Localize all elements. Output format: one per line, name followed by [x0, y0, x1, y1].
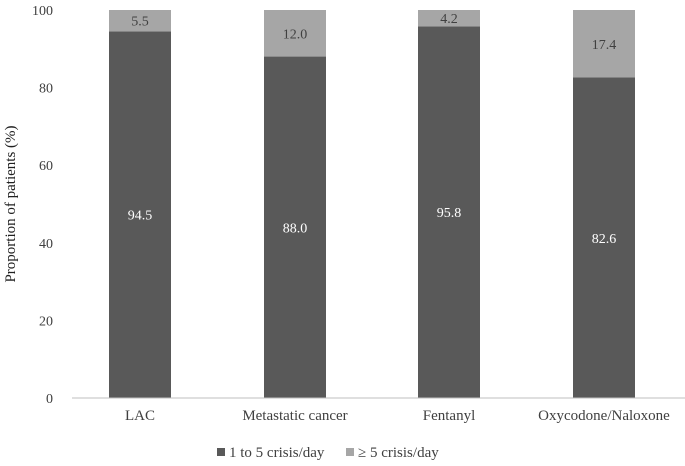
x-axis: LAC Metastatic cancer Fentanyl Oxycodone/Na… [72, 397, 685, 424]
bar-segment-high [418, 10, 480, 27]
y-tick-label: 0 [46, 392, 53, 407]
x-tick-label: Fentanyl [423, 408, 476, 424]
y-axis-label: Proportion of patients (%) [3, 125, 19, 282]
bar-segment-high [109, 10, 171, 32]
x-tick-label: Oxycodone/Naloxone [538, 408, 670, 424]
y-tick-label: 60 [39, 159, 53, 174]
bar-segment-low [109, 31, 171, 399]
bars: 94.5 5.5 88.0 12.0 95.8 4.2 82.6 17.4 [109, 10, 635, 399]
legend-label: ≥ 5 crisis/day [358, 445, 439, 461]
bar-segment-high [264, 10, 326, 57]
legend-swatch [217, 448, 225, 456]
y-tick-label: 80 [39, 82, 53, 97]
data-label: 94.5 [128, 209, 153, 224]
legend-swatch [346, 448, 354, 456]
data-label: 12.0 [283, 27, 308, 42]
bar-segment-low [573, 77, 635, 399]
data-label: 95.8 [437, 206, 462, 221]
data-label: 5.5 [131, 15, 149, 30]
y-tick-label: 40 [39, 237, 53, 252]
x-tick-label: LAC [125, 408, 155, 424]
y-axis: 0 20 40 60 80 100 [32, 4, 53, 407]
bar-segment-low [418, 26, 480, 399]
data-label: 88.0 [283, 221, 308, 236]
legend-label: 1 to 5 crisis/day [229, 445, 325, 461]
y-tick-label: 100 [32, 4, 53, 19]
data-label: 17.4 [592, 38, 617, 53]
x-tick-label: Metastatic cancer [242, 408, 347, 424]
data-label: 4.2 [440, 12, 458, 27]
bar-segment-low [264, 56, 326, 399]
data-label: 82.6 [592, 232, 617, 247]
legend: 1 to 5 crisis/day ≥ 5 crisis/day [217, 445, 439, 461]
y-tick-label: 20 [39, 314, 53, 329]
bar-segment-high [573, 10, 635, 78]
